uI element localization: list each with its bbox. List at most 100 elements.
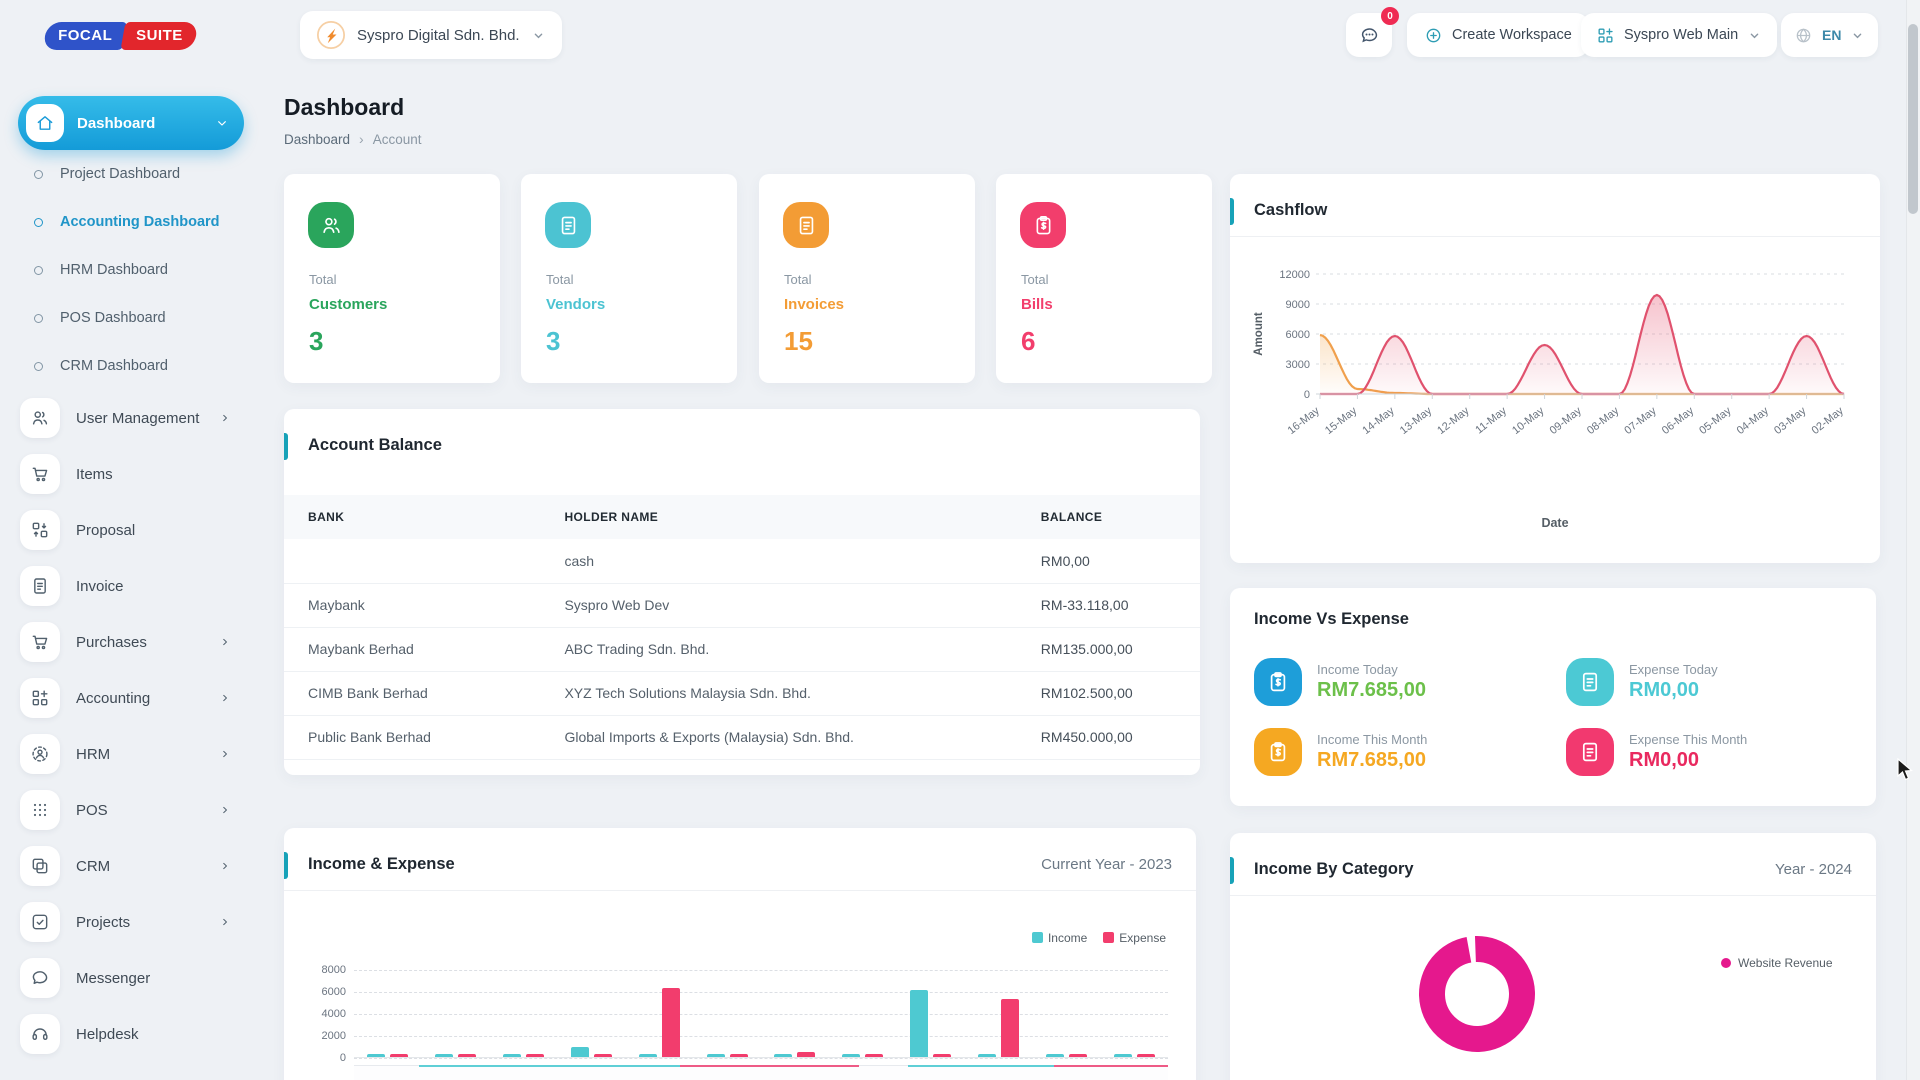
donut-legend: Website Revenue: [1721, 956, 1833, 970]
ive-item-expense-today: Expense Today RM0,00: [1566, 658, 1718, 706]
svg-text:14-May: 14-May: [1360, 405, 1397, 437]
cell-balance: RM-33.118,00: [1016, 583, 1200, 628]
bar-group: [503, 970, 545, 1057]
app-selector[interactable]: Syspro Web Main: [1581, 13, 1778, 57]
sidebar-item-messenger[interactable]: Messenger: [18, 950, 244, 1006]
sidebar-subitem-project-dashboard[interactable]: Project Dashboard: [18, 150, 244, 198]
bar-income[interactable]: [842, 1054, 861, 1057]
mouse-cursor: [1897, 758, 1913, 781]
divider: [1230, 236, 1880, 237]
bar-income[interactable]: [435, 1054, 454, 1057]
bar-income[interactable]: [1113, 1054, 1132, 1057]
sidebar-subitem-hrm-dashboard[interactable]: HRM Dashboard: [18, 246, 244, 294]
sidebar-item-purchases[interactable]: Purchases: [18, 614, 244, 670]
cell-balance: RM0,00: [1016, 539, 1200, 584]
bar-income[interactable]: [977, 1054, 996, 1057]
svg-text:12000: 12000: [1279, 269, 1310, 281]
bar-income[interactable]: [367, 1054, 386, 1057]
sidebar-item-crm[interactable]: CRM: [18, 838, 244, 894]
doc-icon: [1582, 672, 1598, 692]
bar-income[interactable]: [570, 1047, 589, 1057]
bar-income[interactable]: [910, 989, 929, 1057]
sidebar-item-hrm[interactable]: HRM: [18, 726, 244, 782]
sidebar-item-accounting[interactable]: Accounting: [18, 670, 244, 726]
sidebar-subitem-pos-dashboard[interactable]: POS Dashboard: [18, 294, 244, 342]
stat-card-invoices[interactable]: Total Invoices 15: [759, 174, 975, 383]
svg-text:04-May: 04-May: [1735, 405, 1772, 437]
sidebar-item-user-management[interactable]: User Management: [18, 390, 244, 446]
language-label: EN: [1822, 27, 1842, 43]
bar-expense[interactable]: [661, 988, 680, 1057]
stat-card-vendors[interactable]: Total Vendors 3: [521, 174, 737, 383]
card-accent-bar: [284, 433, 288, 460]
strip-segment-teal: [907, 1065, 1055, 1067]
svg-text:3000: 3000: [1286, 359, 1310, 371]
bar-income[interactable]: [1045, 1054, 1064, 1057]
cell-bank: [284, 539, 541, 584]
sidebar-item-pos[interactable]: POS: [18, 782, 244, 838]
dotsgrid-icon: [33, 803, 47, 817]
bar-expense[interactable]: [865, 1054, 884, 1057]
card-accent-bar: [284, 852, 288, 879]
copy-chip: [20, 846, 60, 886]
sidebar-subitem-label: Project Dashboard: [60, 166, 181, 182]
bar-group: [638, 970, 680, 1057]
sidebar-item-helpdesk[interactable]: Helpdesk: [18, 1006, 244, 1062]
swap-icon: [32, 522, 48, 538]
bar-expense[interactable]: [729, 1054, 748, 1057]
sidebar-item-projects[interactable]: Projects: [18, 894, 244, 950]
svg-text:10-May: 10-May: [1510, 405, 1547, 437]
bar-expense[interactable]: [1136, 1054, 1155, 1057]
stat-prefix: Total: [1021, 272, 1049, 287]
sidebar-item-label: Projects: [76, 913, 131, 931]
persontarget-chip: [20, 734, 60, 774]
messages-button[interactable]: 0: [1346, 7, 1399, 57]
sidebar-item-dashboard[interactable]: Dashboard: [18, 96, 244, 150]
sidebar-item-label: Helpdesk: [76, 1025, 139, 1043]
sidebar-subitem-accounting-dashboard[interactable]: Accounting Dashboard: [18, 198, 244, 246]
ive-icon-wrap: [1254, 658, 1302, 706]
bar-income[interactable]: [503, 1054, 522, 1057]
table-row: CIMB Bank Berhad XYZ Tech Solutions Mala…: [284, 671, 1200, 716]
scrollbar-track[interactable]: [1906, 0, 1920, 1080]
sidebar-item-invoice[interactable]: Invoice: [18, 558, 244, 614]
stat-name: Vendors: [546, 296, 606, 313]
ive-value: RM0,00: [1629, 679, 1700, 701]
divider: [1230, 895, 1876, 896]
sidebar-item-proposal[interactable]: Proposal: [18, 502, 244, 558]
bar-expense[interactable]: [593, 1054, 612, 1057]
breadcrumb-dashboard-link[interactable]: Dashboard: [284, 131, 351, 147]
sidebar-item-items[interactable]: Items: [18, 446, 244, 502]
gridplus-icon: [32, 690, 48, 706]
svg-text:02-May: 02-May: [1810, 405, 1847, 437]
bar-expense[interactable]: [526, 1054, 545, 1057]
bar-expense[interactable]: [797, 1052, 816, 1057]
persontarget-icon: [32, 746, 48, 762]
create-workspace-button[interactable]: Create Workspace: [1407, 13, 1589, 57]
bar-expense[interactable]: [933, 1054, 952, 1057]
sidebar-subitem-label: CRM Dashboard: [60, 358, 168, 374]
bar-income[interactable]: [774, 1054, 793, 1057]
bar-expense[interactable]: [390, 1054, 409, 1057]
bar-expense[interactable]: [458, 1054, 477, 1057]
language-selector[interactable]: EN: [1781, 13, 1879, 57]
svg-text:6000: 6000: [1286, 329, 1310, 341]
bar-group: [570, 970, 612, 1057]
svg-text:11-May: 11-May: [1473, 405, 1509, 437]
workspace-selector[interactable]: Syspro Digital Sdn. Bhd.: [300, 11, 562, 59]
users-chip: [20, 398, 60, 438]
bar-expense[interactable]: [1000, 998, 1019, 1057]
gridline: 0: [340, 1052, 1168, 1064]
dotsgrid-chip: [20, 790, 60, 830]
stat-card-bills[interactable]: Total Bills 6: [996, 174, 1212, 383]
stat-value: 3: [546, 326, 561, 356]
bar-expense[interactable]: [1068, 1054, 1087, 1057]
bar-income[interactable]: [706, 1054, 725, 1057]
users-icon: [32, 411, 48, 425]
sidebar-subitem-crm-dashboard[interactable]: CRM Dashboard: [18, 342, 244, 390]
stat-card-customers[interactable]: Total Customers 3: [284, 174, 500, 383]
bar-income[interactable]: [638, 1054, 657, 1057]
checksquare-icon: [32, 914, 48, 930]
scrollbar-thumb[interactable]: [1908, 24, 1918, 214]
sidebar-item-label: Messenger: [76, 969, 151, 987]
